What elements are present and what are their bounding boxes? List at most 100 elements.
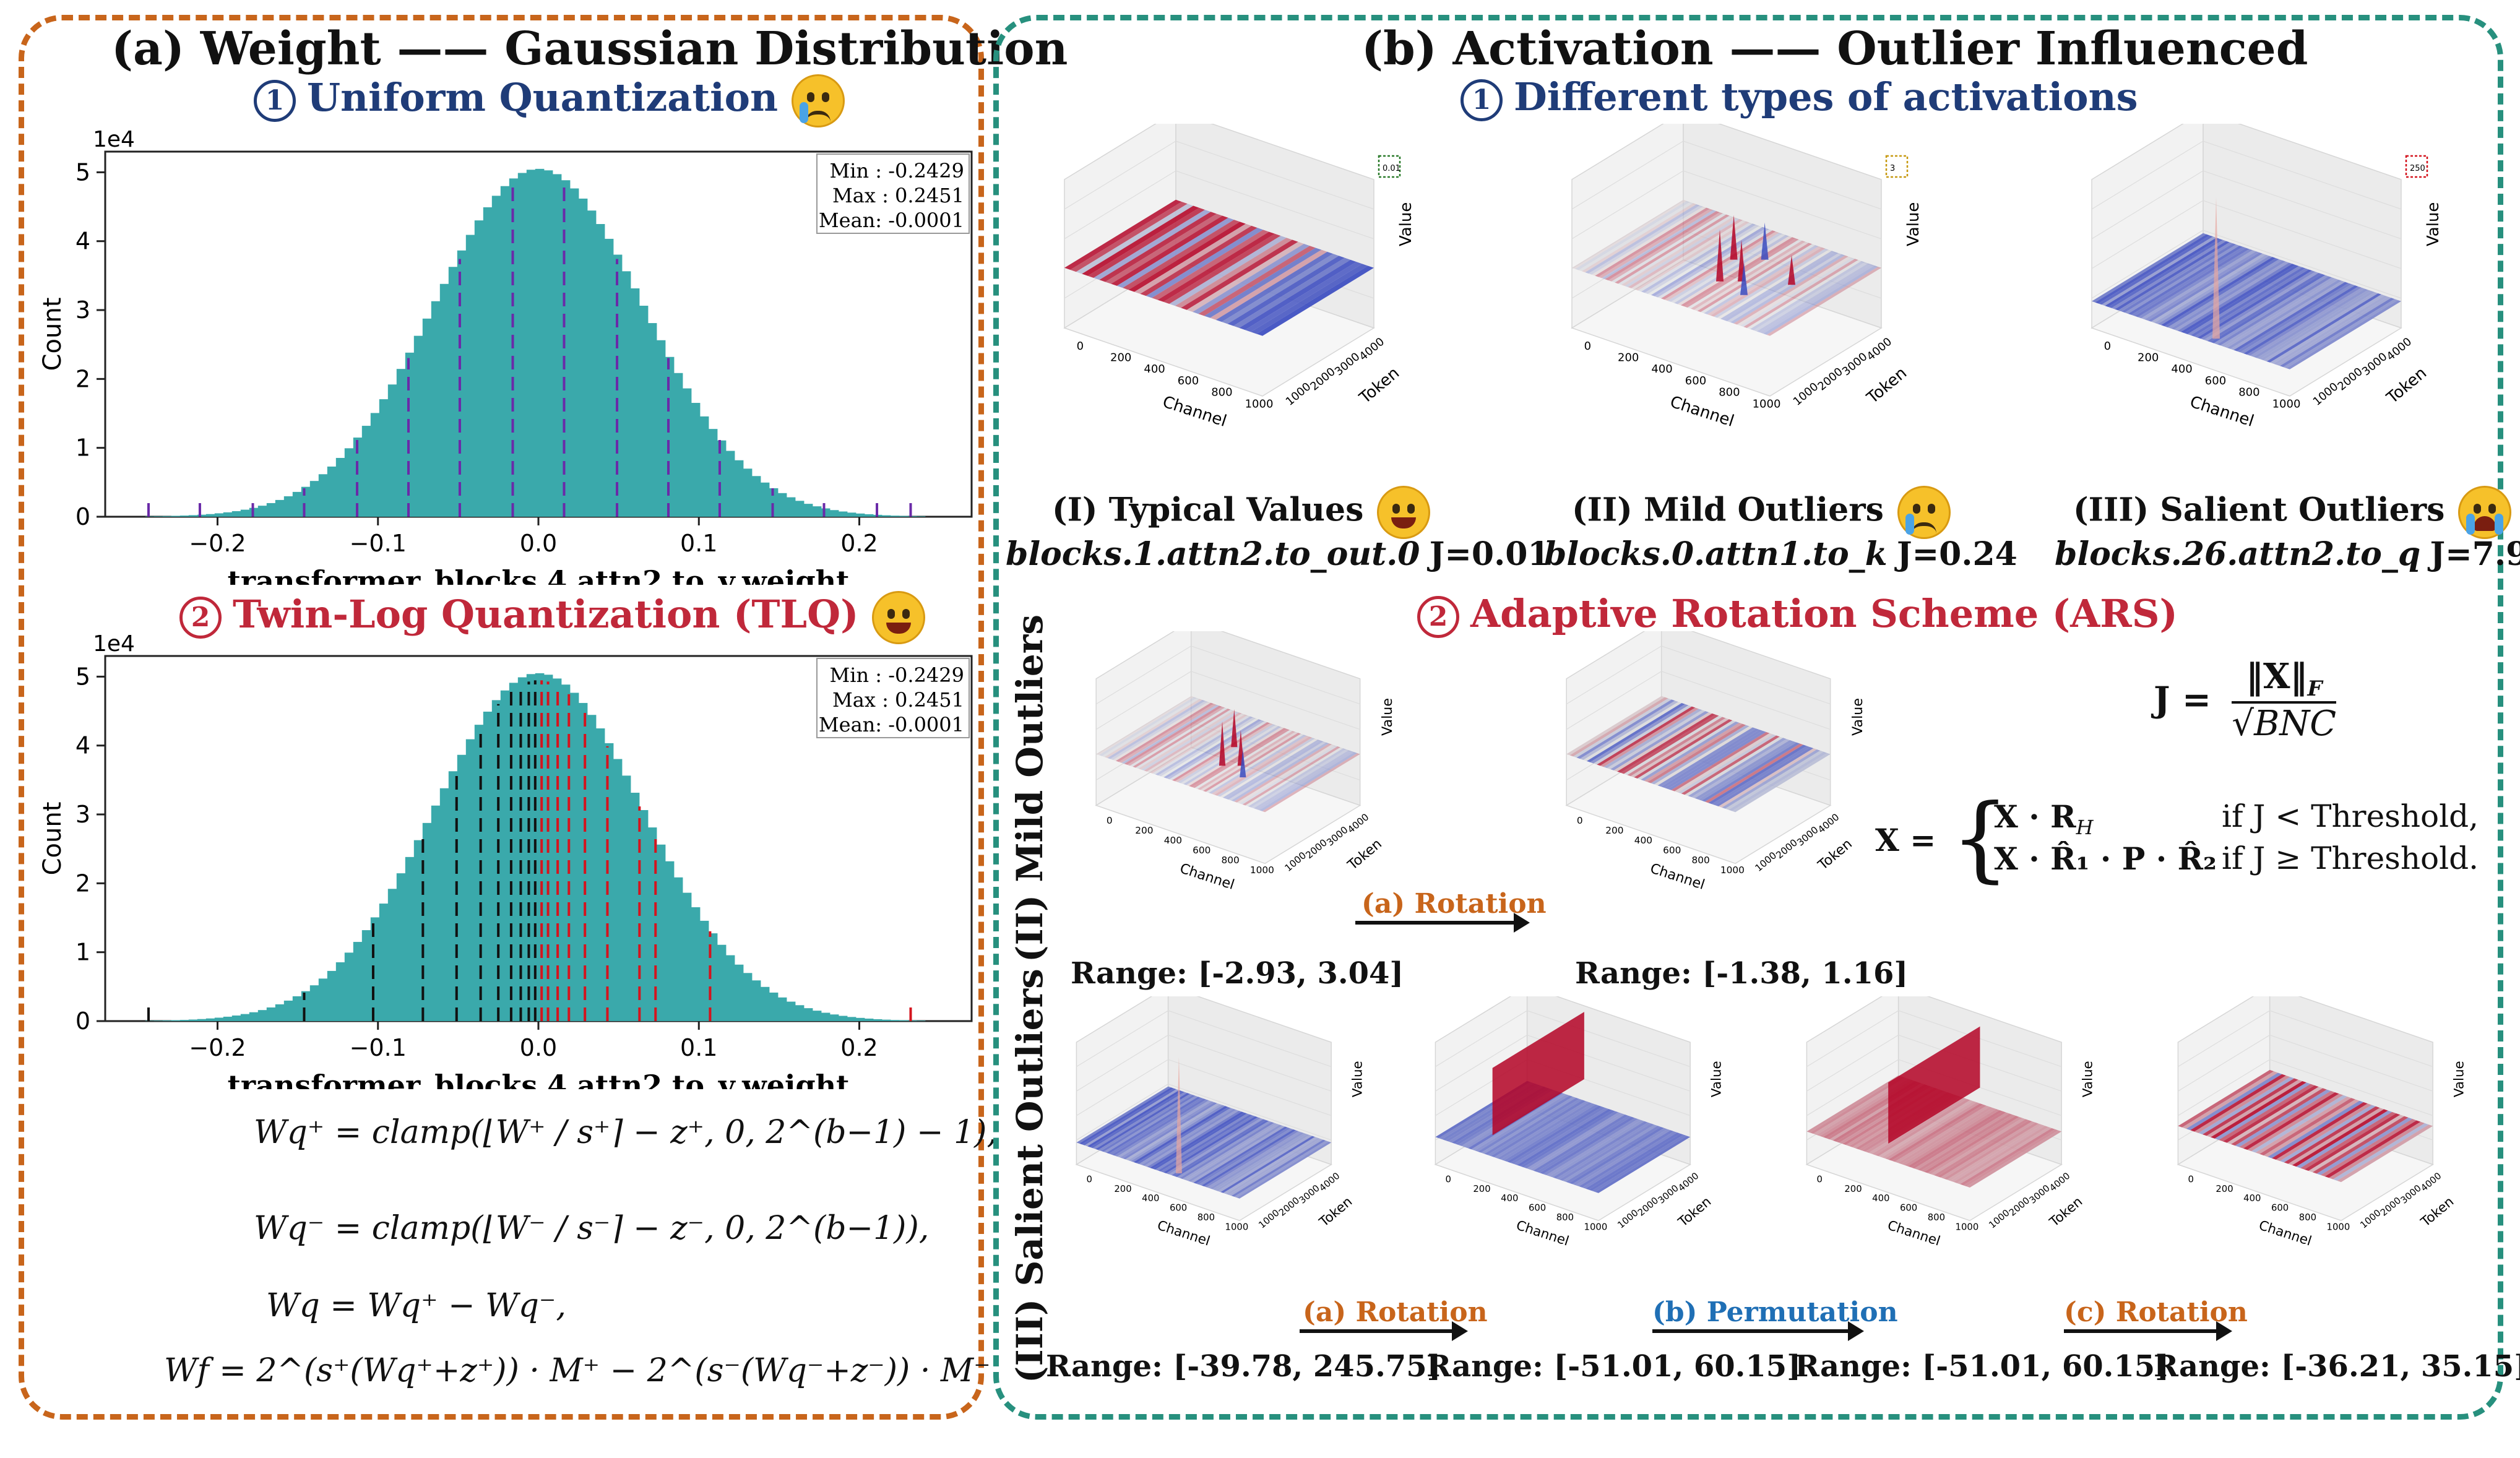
surface-stripe: [1674, 733, 1773, 793]
surface-stripe: [1197, 731, 1296, 790]
surface-stripe: [1113, 702, 1211, 761]
histogram-bar: [361, 930, 371, 1021]
surface-stripe: [2171, 260, 2286, 330]
surface-stripe: [1586, 703, 1685, 762]
histogram-bar: [777, 997, 787, 1021]
surface-stripe: [2178, 1069, 2274, 1128]
surface-stripe: [2174, 261, 2289, 331]
surface-stripe: [1572, 199, 1687, 269]
surface-stripe: [1520, 1110, 1615, 1168]
y-tick-label: 0: [76, 503, 90, 530]
surface-stripe: [2211, 274, 2326, 343]
surface-stripe: [1186, 241, 1305, 312]
surface-stripe: [1553, 1121, 1648, 1179]
surface-stripe: [2273, 295, 2388, 365]
surface-stripe: [1497, 1102, 1593, 1160]
histogram-bar: [257, 506, 267, 517]
surface-stripe: [1106, 1097, 1201, 1154]
zmax-label: 0.01: [1383, 164, 1400, 173]
token-axis-label: Token: [1675, 1194, 1714, 1230]
y-tick-label: 4000: [1357, 335, 1387, 364]
surface-stripe: [1138, 710, 1236, 770]
surface-stripe: [1158, 717, 1256, 777]
surface-stripe: [1947, 1123, 2042, 1181]
surface-stripe: [2144, 251, 2259, 321]
surface-stripe: [2256, 290, 2371, 360]
histogram-bar: [500, 186, 510, 517]
stats-line: Min : -0.2429: [829, 663, 964, 687]
histogram-bar: [231, 1015, 241, 1021]
surface-stripe: [1711, 247, 1826, 317]
histogram-bar: [795, 501, 805, 517]
surface-stripe: [1228, 741, 1327, 801]
surface-stripe: [1169, 721, 1267, 780]
histogram-bar: [214, 1017, 224, 1021]
surface-stripe: [1546, 1119, 1642, 1176]
surface-stripe: [1746, 259, 1862, 329]
surface-stripe: [1114, 1099, 1209, 1157]
histogram-bar: [275, 1004, 285, 1021]
surface-stripe: [1225, 1137, 1321, 1195]
surface-stripe: [1510, 1106, 1606, 1164]
surface-stripe: [2198, 1077, 2295, 1135]
surface-stripe: [1474, 1094, 1570, 1152]
surface-stripe: [1206, 733, 1304, 793]
surface-stripe: [1186, 727, 1284, 787]
surface-stripe: [1172, 1119, 1266, 1176]
grid-line: [1806, 1059, 2062, 1116]
surface-stripe: [1111, 1098, 1207, 1156]
x-tick-label: 0.2: [840, 1034, 878, 1061]
surface-stripe: [1933, 1119, 2029, 1176]
formula-wq-plus: Wq⁺ = clamp(⌊W⁺ / s⁺⌉ − z⁺, 0, 2^(b−1) −…: [254, 1114, 998, 1151]
surface-stripe: [1718, 748, 1817, 808]
surface-stripe: [1691, 240, 1806, 310]
histogram-bar: [422, 318, 432, 517]
x-tick-label: 800: [2299, 1212, 2316, 1223]
token-axis-label: Token: [2383, 364, 2430, 408]
surface-stripe: [1227, 256, 1345, 326]
surface-stripe: [2280, 298, 2395, 368]
grid-line: [1806, 1010, 2062, 1068]
salient-outliers-side-label: (III) Salient Outliers: [1009, 968, 1051, 1383]
zmax-label: 3: [1890, 164, 1895, 173]
surface-stripe: [1600, 707, 1699, 767]
surface-stripe: [1743, 259, 1858, 328]
histogram-bar: [916, 516, 926, 517]
panel-a-title: (a) Weight —— Gaussian Distribution: [111, 22, 1068, 75]
mild-range-after: Range: [-1.38, 1.16]: [1575, 956, 1909, 991]
y-tick-label: 2: [76, 365, 90, 392]
surface-stripe: [1181, 239, 1298, 310]
surface-stripe: [2270, 294, 2385, 364]
token-axis-label: Token: [1814, 836, 1855, 874]
token-axis-label: Token: [1316, 1194, 1355, 1230]
outlier-spike: [1730, 215, 1738, 260]
histogram-bar: [145, 516, 155, 517]
surface-stripe: [1157, 231, 1275, 302]
histogram-bar: [647, 323, 657, 517]
surface-stripe: [1578, 202, 1693, 272]
surface-stripe: [1176, 1121, 1272, 1178]
panel-b-subtitle-2: 2 Adaptive Rotation Scheme (ARS): [1417, 591, 2178, 638]
surface-stripe: [1253, 750, 1352, 809]
salient-rotation-c-arrow: [2064, 1321, 2232, 1341]
y-tick-label: 3: [76, 296, 90, 324]
x-tick-label: 0: [1577, 815, 1583, 826]
surface-stripe: [1585, 204, 1700, 274]
surface-stripe: [1256, 751, 1355, 811]
surface-stripe: [1671, 233, 1786, 303]
stats-line: Mean: -0.0001: [819, 713, 964, 736]
surface-stripe: [1637, 720, 1736, 780]
histogram-bar: [405, 352, 415, 517]
surface-stripe: [1245, 747, 1344, 807]
surface-stripe: [1901, 1108, 1996, 1165]
histogram-bar: [838, 1016, 848, 1021]
x-tick-label: 0: [1087, 1174, 1092, 1184]
surface-stripe: [1095, 1093, 1190, 1150]
circled-number-2: 2: [179, 597, 222, 639]
surface-stripe: [1116, 702, 1214, 762]
histogram-bar: [864, 1018, 874, 1021]
surface-stripe: [1766, 266, 1881, 336]
value-axis-label: Value: [2081, 1061, 2096, 1097]
histogram-bar: [543, 170, 553, 517]
surface-stripe: [1657, 727, 1756, 787]
